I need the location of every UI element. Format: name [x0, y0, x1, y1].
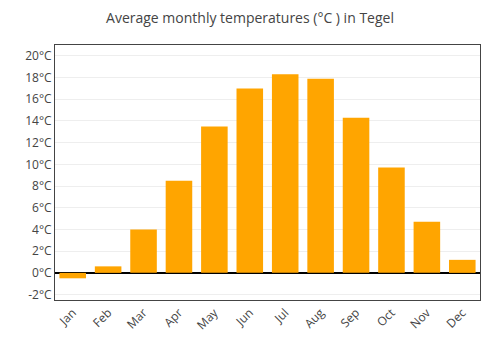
svg-text:18°C: 18°C — [25, 69, 52, 86]
svg-text:4°C: 4°C — [32, 221, 52, 238]
svg-text:16°C: 16°C — [25, 90, 52, 107]
svg-text:12°C: 12°C — [25, 134, 52, 151]
svg-text:2°C: 2°C — [32, 242, 52, 259]
svg-text:Average monthly temperatures (: Average monthly temperatures (°C ) in Te… — [106, 8, 394, 27]
svg-text:0°C: 0°C — [32, 264, 52, 281]
svg-text:Feb: Feb — [89, 304, 115, 330]
svg-text:14°C: 14°C — [25, 112, 52, 129]
svg-text:Jan: Jan — [55, 304, 80, 329]
svg-text:10°C: 10°C — [25, 156, 52, 173]
svg-text:Mar: Mar — [123, 304, 151, 332]
svg-text:Aug: Aug — [300, 304, 328, 332]
svg-text:Sep: Sep — [336, 304, 363, 331]
svg-text:6°C: 6°C — [32, 199, 52, 216]
svg-text:May: May — [193, 304, 222, 333]
svg-text:Apr: Apr — [160, 304, 186, 330]
svg-text:Nov: Nov — [406, 304, 434, 332]
svg-text:20°C: 20°C — [25, 47, 52, 64]
svg-text:Oct: Oct — [373, 304, 399, 330]
svg-text:Jun: Jun — [231, 304, 256, 329]
svg-text:Dec: Dec — [442, 304, 469, 331]
svg-text:Jul: Jul — [270, 304, 292, 326]
svg-text:-2°C: -2°C — [28, 286, 52, 303]
svg-text:8°C: 8°C — [32, 177, 52, 194]
